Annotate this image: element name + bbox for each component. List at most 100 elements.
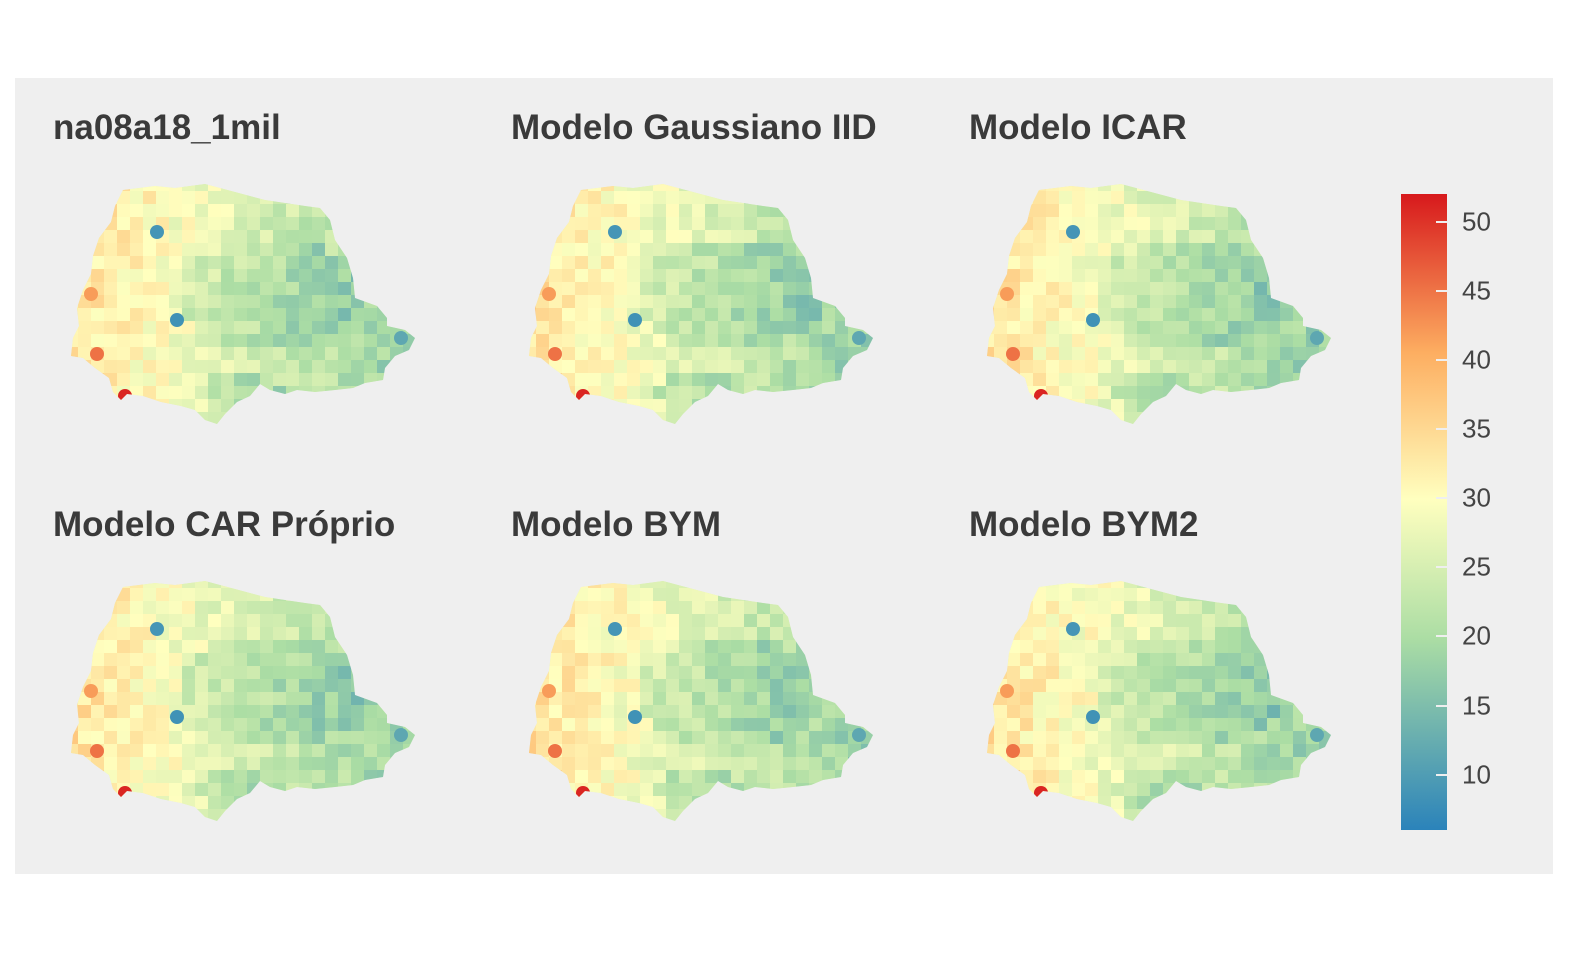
map-region [666,308,679,321]
map-region [640,581,653,588]
map-region [994,783,1007,796]
map-region [195,744,208,757]
map-region [221,308,234,321]
map-region [325,282,338,295]
map-region [640,399,653,412]
map-region [835,627,848,640]
map-region [1098,373,1111,386]
map-region [1228,217,1241,230]
map-region [1332,575,1341,588]
map-region [1007,718,1020,731]
map-region [601,601,614,614]
map-region [981,822,994,825]
map-region [731,217,744,230]
map-region [757,627,770,640]
map-region [562,334,575,347]
map-region [614,243,627,256]
map-region [91,588,104,601]
map-region [640,256,653,269]
map-region [718,217,731,230]
map-region [390,217,403,230]
map-region [861,744,873,757]
map-region [169,243,182,256]
map-region [78,809,91,821]
map-region [653,386,666,399]
map-region [1293,809,1306,821]
map-region [757,679,770,692]
map-region [1267,718,1280,731]
map-region [640,243,653,256]
map-region [325,204,338,217]
map-region [130,653,143,666]
map-region [104,731,117,744]
map-region [601,386,614,399]
map-region [705,640,718,653]
map-region [1150,282,1163,295]
map-region [1033,321,1046,334]
map-region [731,601,744,614]
map-region [1267,217,1280,230]
map-region [1189,770,1202,783]
map-region [835,614,848,627]
map-region [861,347,873,360]
map-region [182,822,195,825]
map-region [627,601,640,614]
panel-title-3: Modelo ICAR [969,108,1187,147]
map-region [744,321,757,334]
map-region [221,692,234,705]
map-region [1254,347,1267,360]
map-region [1189,412,1202,424]
map-region [549,588,562,601]
map-region [679,627,692,640]
map-region [627,692,640,705]
map-region [1280,581,1293,588]
map-region [705,692,718,705]
map-region [1046,770,1059,783]
map-region [403,321,415,334]
map-region [861,191,873,204]
map-region [286,588,299,601]
map-region [1293,256,1306,269]
map-region [1189,334,1202,347]
map-region [848,796,861,809]
map-region [588,217,601,230]
map-region [325,705,338,718]
map-region [1202,321,1215,334]
map-region [1254,184,1267,191]
map-region [601,653,614,666]
map-region [104,308,117,321]
map-region [156,692,169,705]
map-region [1072,308,1085,321]
map-region [1033,822,1046,825]
map-region [1163,204,1176,217]
map-region [1267,295,1280,308]
map-region [416,217,425,230]
map-region [987,731,994,744]
map-region [1020,783,1033,796]
map-region [1020,731,1033,744]
map-region [549,191,562,204]
map-region [731,640,744,653]
map-region [182,230,195,243]
map-region [247,796,260,809]
map-region [91,627,104,640]
map-region [273,256,286,269]
map-region [247,243,260,256]
map-region [1202,308,1215,321]
map-region [653,217,666,230]
map-region [1176,588,1189,601]
map-region [1007,770,1020,783]
map-region [325,783,338,796]
map-region [874,399,883,412]
map-region [1111,692,1124,705]
map-region [273,744,286,757]
map-region [653,243,666,256]
map-region [1319,295,1331,308]
map-region [666,269,679,282]
map-region [260,373,273,386]
map-region [822,744,835,757]
map-region [208,614,221,627]
map-region [208,412,221,424]
map-region [325,588,338,601]
map-region [1098,679,1111,692]
